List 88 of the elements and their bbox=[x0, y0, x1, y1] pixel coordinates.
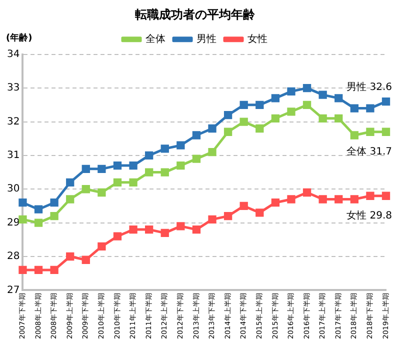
point bbox=[256, 100, 264, 110]
point bbox=[129, 225, 138, 234]
point bbox=[240, 202, 248, 210]
point bbox=[271, 94, 280, 102]
point bbox=[224, 212, 232, 220]
point bbox=[98, 188, 106, 197]
point bbox=[366, 128, 374, 136]
point bbox=[256, 208, 264, 217]
point bbox=[160, 168, 169, 176]
point bbox=[271, 198, 280, 207]
legend-label: 全体 bbox=[146, 32, 166, 45]
point bbox=[334, 195, 343, 204]
chart-title: 転職成功者の平均年齢 bbox=[135, 7, 256, 22]
point bbox=[50, 212, 58, 220]
point bbox=[113, 161, 122, 170]
point bbox=[318, 195, 327, 204]
point bbox=[287, 87, 296, 96]
point bbox=[129, 178, 138, 186]
point bbox=[350, 104, 358, 112]
point bbox=[145, 168, 154, 176]
point bbox=[176, 141, 185, 150]
point bbox=[224, 110, 232, 120]
point bbox=[50, 266, 58, 274]
y-tick-label: 33 bbox=[6, 82, 20, 94]
point bbox=[287, 108, 296, 116]
point bbox=[113, 232, 122, 240]
point bbox=[224, 128, 232, 136]
point bbox=[318, 114, 327, 122]
y-tick-label: 30 bbox=[6, 184, 20, 195]
point bbox=[160, 228, 169, 237]
point bbox=[113, 178, 122, 186]
point bbox=[366, 104, 374, 112]
point bbox=[350, 195, 358, 204]
point bbox=[145, 225, 154, 234]
point bbox=[176, 222, 185, 230]
y-tick-label: 27 bbox=[6, 284, 20, 296]
point bbox=[50, 198, 58, 207]
y-tick-label: 34 bbox=[6, 48, 20, 60]
point bbox=[382, 97, 390, 106]
point bbox=[82, 256, 90, 264]
point bbox=[382, 128, 390, 136]
point bbox=[192, 131, 201, 140]
point bbox=[34, 205, 43, 214]
point bbox=[318, 90, 327, 99]
point bbox=[34, 218, 43, 227]
point bbox=[208, 124, 216, 133]
annotation: 全体 31.7 bbox=[346, 145, 392, 158]
point bbox=[82, 164, 90, 174]
point bbox=[302, 188, 312, 197]
point bbox=[98, 242, 106, 250]
point bbox=[18, 266, 27, 274]
point bbox=[145, 151, 154, 160]
point bbox=[18, 215, 27, 224]
point bbox=[208, 215, 216, 224]
legend-label: 男性 bbox=[196, 32, 216, 45]
point bbox=[334, 114, 343, 122]
point bbox=[176, 161, 185, 170]
point bbox=[240, 118, 248, 126]
point bbox=[66, 195, 74, 204]
point bbox=[66, 252, 74, 261]
point bbox=[192, 225, 201, 234]
point bbox=[34, 266, 43, 274]
point bbox=[98, 164, 106, 174]
point bbox=[366, 192, 374, 200]
point bbox=[208, 148, 216, 156]
point bbox=[302, 100, 312, 110]
point bbox=[256, 124, 264, 133]
y-tick-label: 28 bbox=[6, 251, 20, 262]
point bbox=[18, 198, 27, 207]
point bbox=[302, 84, 312, 92]
annotation: 女性 29.8 bbox=[346, 209, 392, 222]
point bbox=[129, 161, 138, 170]
point bbox=[160, 144, 169, 153]
point bbox=[82, 185, 90, 194]
legend-label: 女性 bbox=[248, 32, 268, 45]
y-tick-label: 31 bbox=[6, 150, 20, 162]
point bbox=[382, 192, 390, 200]
point bbox=[271, 114, 280, 122]
annotation: 男性 32.6 bbox=[346, 81, 392, 94]
point bbox=[192, 154, 201, 163]
point bbox=[240, 100, 248, 110]
point bbox=[66, 178, 74, 186]
y-tick-label: 29 bbox=[6, 217, 20, 228]
point bbox=[334, 94, 343, 102]
point bbox=[287, 195, 296, 204]
y-axis-title: (年齢) bbox=[6, 32, 32, 44]
point bbox=[350, 131, 358, 140]
y-tick-label: 32 bbox=[6, 116, 20, 128]
